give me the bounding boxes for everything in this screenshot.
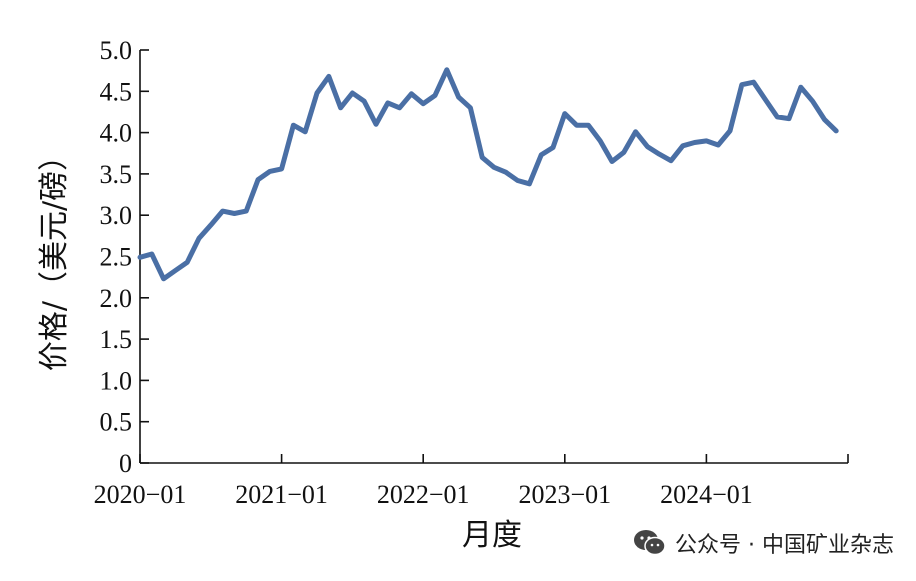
- y-tick-label: 4.5: [100, 77, 133, 106]
- x-axis-title: 月度: [462, 518, 522, 553]
- y-tick-label: 0: [119, 449, 132, 478]
- y-tick-label: 2.5: [100, 243, 133, 272]
- watermark-text: 公众号 · 中国矿业杂志: [675, 533, 894, 558]
- y-tick-label: 1.5: [100, 325, 133, 354]
- x-tick-label: 2022−01: [377, 480, 470, 509]
- y-tick-label: 3.5: [100, 160, 133, 189]
- x-tick-label: 2023−01: [518, 480, 611, 509]
- x-tick-label: 2020−01: [94, 480, 187, 509]
- y-tick-label: 3.0: [100, 201, 133, 230]
- watermark: 公众号 · 中国矿业杂志: [633, 527, 894, 559]
- y-tick-label: 2.0: [100, 284, 133, 313]
- y-tick-label: 0.5: [100, 408, 133, 437]
- y-tick-label: 5.0: [100, 36, 133, 65]
- wechat-icon: [634, 530, 666, 556]
- y-axis-title: 价格/（美元/磅）: [37, 141, 72, 371]
- x-tick-label: 2021−01: [235, 480, 328, 509]
- price-series-line: [137, 67, 839, 282]
- x-axis-ticks: 2020−01 2021−01 2022−01 2023−01 2024−01: [94, 454, 849, 509]
- x-tick-label: 2024−01: [660, 480, 753, 509]
- y-tick-label: 1.0: [100, 366, 133, 395]
- y-tick-label: 4.0: [100, 119, 133, 148]
- y-axis-ticks: 0 0.5 1.0 1.5 2.0 2.5 3.0 3.5 4.0 4.5 5.0: [100, 36, 149, 478]
